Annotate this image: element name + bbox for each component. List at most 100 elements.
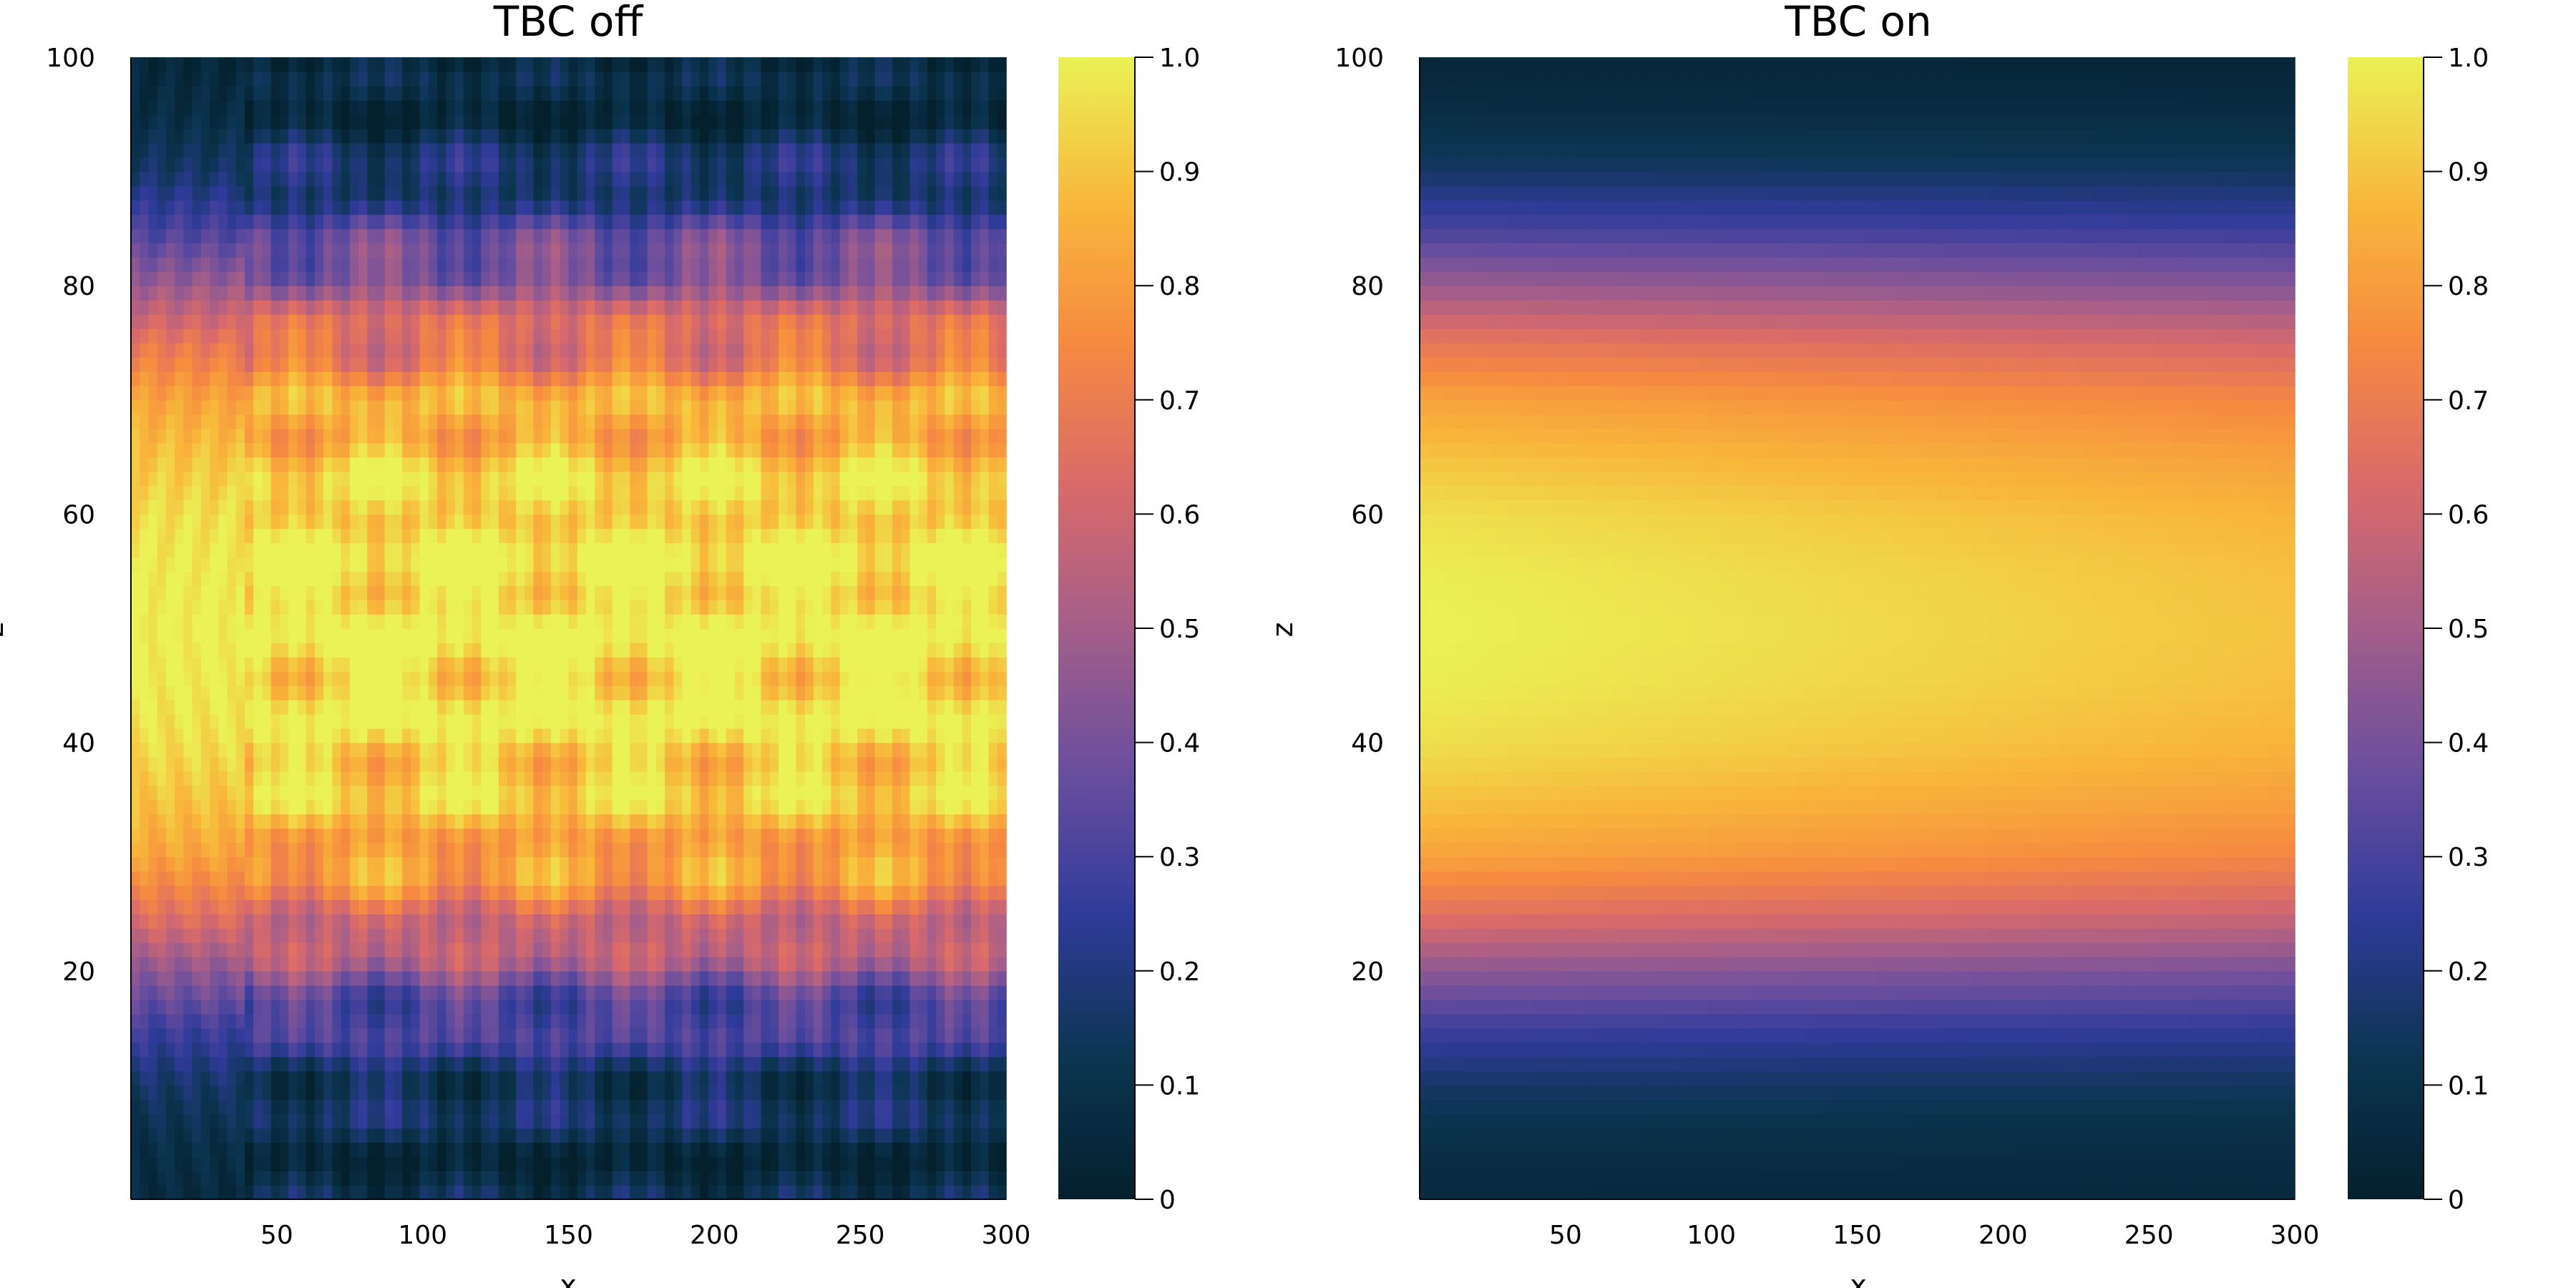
heatmap-cell	[595, 614, 605, 629]
heatmap-cell	[761, 742, 771, 758]
heatmap-cell	[839, 642, 849, 658]
heatmap-cell	[630, 656, 640, 672]
heatmap-cell	[244, 885, 255, 900]
heatmap-cell	[507, 1128, 517, 1143]
heatmap-cell	[901, 1113, 911, 1129]
heatmap-cell	[314, 1099, 324, 1115]
heatmap-cell	[831, 1070, 841, 1086]
heatmap-cell	[620, 656, 630, 672]
heatmap-cell	[253, 542, 263, 558]
heatmap-cell	[734, 999, 744, 1015]
heatmap-cell	[384, 528, 394, 544]
heatmap-cell	[140, 1028, 150, 1043]
heatmap-cell	[647, 1056, 657, 1072]
heatmap-cell	[971, 1028, 981, 1043]
heatmap-cell	[962, 614, 972, 629]
heatmap-cell	[419, 1113, 429, 1129]
heatmap-cell	[831, 842, 841, 857]
heatmap-cell	[446, 571, 456, 586]
heatmap-cell	[568, 1028, 578, 1043]
heatmap-cell	[682, 1142, 692, 1157]
heatmap-cell	[813, 1156, 823, 1171]
heatmap-cell	[533, 1099, 543, 1115]
heatmap-cell	[131, 642, 141, 658]
heatmap-cell	[384, 1056, 394, 1072]
heatmap-cell	[481, 485, 491, 501]
heatmap-cell	[446, 756, 456, 772]
heatmap-cell	[244, 499, 255, 515]
heatmap-cell	[638, 499, 648, 515]
heatmap-cell	[472, 1070, 482, 1086]
heatmap-cell	[682, 557, 692, 572]
heatmap-cell	[743, 642, 753, 658]
heatmap-cell	[341, 1056, 351, 1072]
heatmap-cell	[901, 1070, 911, 1086]
heatmap-cell	[314, 1113, 324, 1129]
heatmap-cell	[603, 857, 613, 872]
heatmap-cell	[568, 799, 578, 815]
heatmap-cell	[533, 828, 543, 844]
heatmap-cell	[332, 585, 342, 600]
heatmap-cell	[769, 1085, 779, 1101]
heatmap-cell	[349, 1042, 359, 1058]
heatmap-cell	[262, 600, 272, 615]
heatmap-cell	[988, 1056, 998, 1072]
heatmap-cell	[235, 885, 245, 900]
heatmap-cell	[428, 670, 438, 686]
heatmap-cell	[918, 585, 928, 600]
heatmap-cell	[839, 857, 849, 872]
heatmap-cell	[525, 1099, 535, 1115]
heatmap-cell	[428, 600, 438, 615]
heatmap-cell	[822, 485, 832, 501]
heatmap-cell	[848, 785, 858, 801]
heatmap-cell	[253, 942, 263, 957]
heatmap-cell	[454, 956, 464, 972]
heatmap-cell	[306, 1070, 316, 1086]
heatmap-cell	[909, 842, 919, 857]
heatmap-cell	[892, 985, 902, 1000]
heatmap-cell	[235, 828, 245, 844]
heatmap-cell	[358, 713, 369, 729]
heatmap-cell	[227, 1070, 237, 1086]
heatmap-cell	[945, 999, 955, 1015]
heatmap-cell	[804, 642, 814, 658]
heatmap-cell	[463, 670, 473, 686]
heatmap-cell	[244, 1070, 255, 1086]
heatmap-cell	[384, 713, 394, 729]
heatmap-cell	[472, 942, 482, 957]
heatmap-cell	[376, 600, 386, 615]
heatmap-cell	[909, 1013, 919, 1029]
heatmap-cell	[787, 628, 797, 643]
heatmap-cell	[393, 756, 403, 772]
heatmap-cell	[323, 814, 333, 829]
heatmap-cell	[542, 699, 552, 715]
heatmap-cell	[962, 670, 972, 686]
heatmap-cell	[708, 600, 718, 615]
heatmap-cell	[402, 1042, 412, 1058]
heatmap-cell	[279, 942, 289, 957]
heatmap-cell	[175, 885, 185, 900]
heatmap-cell	[883, 1070, 893, 1086]
heatmap-cell	[831, 756, 841, 772]
heatmap-cell	[454, 970, 464, 986]
heatmap-cell	[551, 899, 561, 914]
heatmap-cell	[279, 999, 289, 1015]
heatmap-cell	[279, 742, 289, 758]
heatmap-cell	[323, 785, 333, 801]
heatmap-cell	[647, 871, 657, 886]
heatmap-cell	[822, 842, 832, 857]
heatmap-cell	[367, 585, 377, 600]
heatmap-cell	[699, 670, 709, 686]
heatmap-cell	[411, 1042, 421, 1058]
heatmap-cell	[585, 857, 595, 872]
heatmap-cell	[909, 1142, 919, 1157]
heatmap-cell	[419, 785, 429, 801]
heatmap-cell	[796, 557, 806, 572]
heatmap-cell	[796, 1113, 806, 1129]
heatmap-cell	[297, 871, 307, 886]
heatmap-cell	[367, 642, 377, 658]
heatmap-cell	[945, 585, 955, 600]
heatmap-cell	[804, 756, 814, 772]
heatmap-cell	[262, 713, 272, 729]
heatmap-cell	[349, 542, 359, 558]
